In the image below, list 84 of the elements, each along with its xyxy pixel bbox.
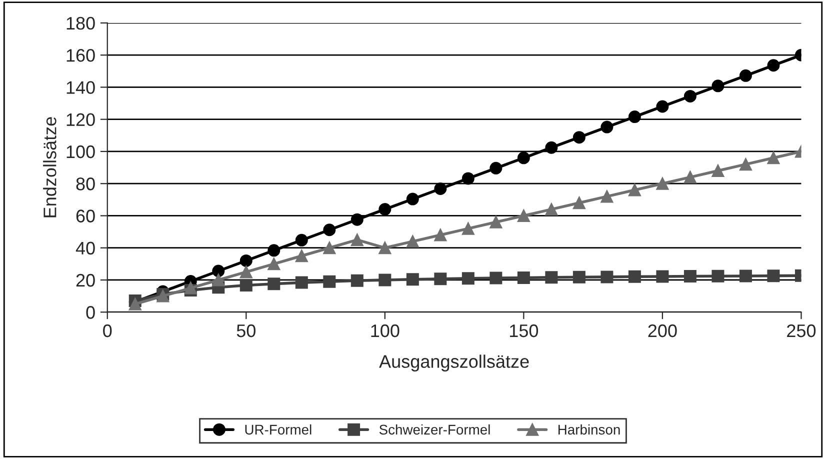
point [656,100,669,113]
point [684,270,696,283]
y-axis-title: Endzollsätze [43,117,56,218]
point [628,270,641,283]
point [739,270,752,282]
point [212,274,225,286]
y-tick-label: 120 [66,113,95,126]
y-tick-label: 20 [76,274,95,287]
x-tick-label: 250 [787,324,816,338]
point [572,270,586,284]
point [434,182,447,195]
point [350,234,364,246]
point [350,274,364,287]
point [767,270,780,282]
point [240,266,252,278]
point [545,141,558,154]
point [378,274,392,286]
point [350,213,364,226]
point [517,209,530,222]
point [184,282,197,294]
x-tick-label: 100 [371,324,400,338]
y-tick-label: 80 [76,178,95,190]
point [378,242,392,254]
point [434,272,447,286]
point [712,80,724,92]
point [406,235,419,248]
point [212,264,225,278]
point [240,254,252,267]
point [323,275,336,288]
point [712,270,724,282]
x-axis-title: Ausgangszollsätze [379,354,529,372]
point [434,228,447,242]
point [684,170,696,184]
point [767,59,780,72]
point [739,69,752,82]
x-tick-label: 150 [510,324,538,338]
legend-label: UR-Formel [245,424,312,435]
point [490,272,502,284]
point [545,203,558,216]
point [600,270,614,284]
point [295,276,308,289]
y-tick-label: 100 [66,145,95,158]
point [739,158,752,171]
point [517,271,530,284]
point [268,278,280,290]
y-tick-label: 180 [66,16,95,30]
point [656,177,669,190]
y-tick-label: 40 [76,242,95,255]
point [656,270,669,283]
point [323,242,336,254]
y-tick-label: 160 [66,49,95,62]
point [490,162,502,174]
y-tick-label: 140 [66,81,95,94]
point [600,190,614,203]
point [600,120,614,134]
point [545,271,558,284]
point [712,164,724,177]
point [268,258,280,270]
point [378,203,392,216]
x-tick-label: 200 [648,324,677,338]
point [767,152,780,164]
legend-label: Schweizer-Formel [379,424,490,435]
point [240,279,252,292]
y-tick-label: 60 [76,210,95,222]
point [490,216,502,228]
point [572,131,586,144]
point [462,272,474,285]
legend-label: Harbinson [558,424,620,435]
point [684,90,696,102]
point [572,196,586,210]
point [628,110,641,124]
x-tick-label: 50 [236,324,256,338]
point [628,184,641,196]
point [323,224,336,236]
y-tick-label: 0 [86,306,95,319]
point [268,244,280,257]
point [462,172,474,185]
point [517,152,530,164]
point [295,250,308,262]
point [295,234,308,246]
x-tick-label: 0 [103,324,112,338]
point [406,273,419,286]
point [406,192,419,206]
point [462,222,474,235]
